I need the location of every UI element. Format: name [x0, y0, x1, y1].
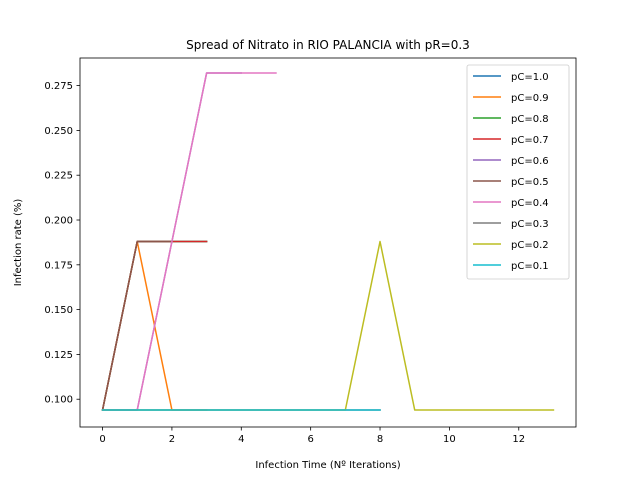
legend-label: pC=0.3	[511, 219, 549, 230]
y-tick-label: 0.275	[44, 81, 73, 92]
legend-label: pC=0.7	[511, 135, 549, 146]
x-tick-label: 10	[443, 434, 456, 445]
legend-label: pC=0.5	[511, 177, 549, 188]
y-tick-label: 0.250	[44, 126, 73, 137]
y-tick-label: 0.100	[44, 395, 73, 406]
y-tick-label: 0.200	[44, 216, 73, 227]
x-tick-label: 2	[169, 434, 175, 445]
y-axis-label: Infection rate (%)	[13, 199, 24, 287]
series-line-5	[101, 240, 173, 411]
x-tick-label: 12	[512, 434, 525, 445]
x-axis-label: Infection Time (Nº Iterations)	[255, 460, 400, 471]
y-tick-label: 0.150	[44, 305, 73, 316]
x-tick-label: 4	[238, 434, 244, 445]
x-tick-label: 8	[377, 434, 383, 445]
legend-label: pC=0.6	[511, 156, 549, 167]
legend: pC=1.0 pC=0.9 pC=0.8 pC=0.7 pC=0.6 pC=0.5 pC=0…	[466, 64, 570, 280]
x-tick-label: 6	[307, 434, 313, 445]
legend-label: pC=1.0	[511, 72, 549, 83]
plot-area	[101, 72, 555, 411]
y-tick-label: 0.125	[44, 350, 73, 361]
legend-label: pC=0.1	[511, 261, 549, 272]
legend-label: pC=0.4	[511, 198, 549, 209]
legend-label: pC=0.9	[511, 93, 549, 104]
plot-frame	[79, 57, 577, 428]
y-axis: 0.100 0.125 0.150 0.175 0.200 0.225 0.250 0.275	[44, 81, 80, 406]
x-axis: 0 2 4 6 8 10 12	[99, 427, 525, 445]
legend-label: pC=0.2	[511, 240, 549, 251]
x-tick-label: 0	[99, 434, 105, 445]
y-tick-label: 0.225	[44, 171, 73, 182]
chart-title: Spread of Nitrato in RIO PALANCIA with p…	[186, 38, 470, 52]
y-tick-label: 0.175	[44, 260, 73, 271]
legend-label: pC=0.8	[511, 114, 549, 125]
